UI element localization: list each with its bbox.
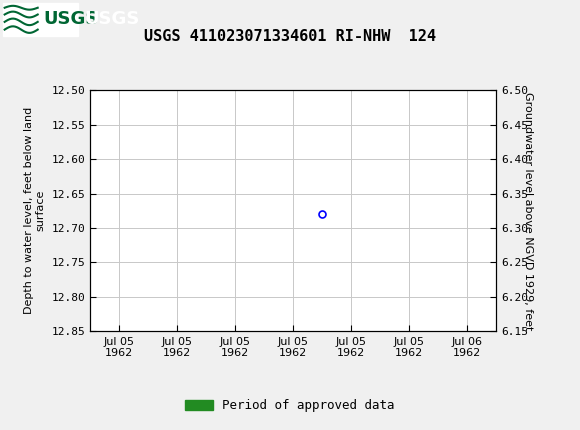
Legend: Period of approved data: Period of approved data [180, 394, 400, 417]
FancyBboxPatch shape [3, 3, 78, 36]
Text: USGS: USGS [84, 10, 139, 28]
Text: USGS: USGS [44, 10, 99, 28]
Y-axis label: Depth to water level, feet below land
surface: Depth to water level, feet below land su… [24, 107, 46, 314]
Text: USGS 411023071334601 RI-NHW  124: USGS 411023071334601 RI-NHW 124 [144, 29, 436, 44]
Y-axis label: Groundwater level above NGVD 1929, feet: Groundwater level above NGVD 1929, feet [523, 92, 534, 330]
